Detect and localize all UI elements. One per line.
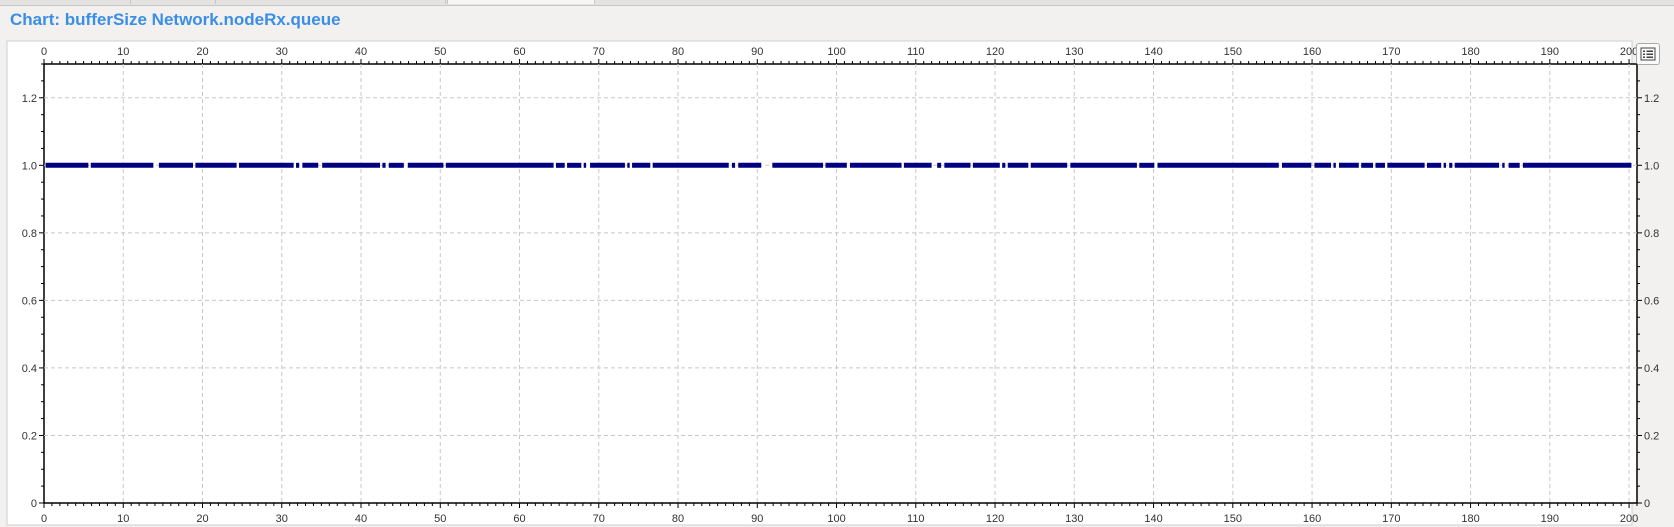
- x-tick-label-bottom: 190: [1541, 513, 1559, 525]
- x-tick-label-top: 140: [1144, 46, 1162, 58]
- x-tick-label-top: 30: [276, 46, 288, 58]
- x-tick-label-top: 160: [1303, 46, 1321, 58]
- editor-tab[interactable]: [130, 0, 216, 4]
- y-tick-label-right: 1.2: [1644, 93, 1659, 105]
- x-tick-label-bottom: 20: [196, 513, 208, 525]
- x-tick-label-bottom: 100: [827, 513, 845, 525]
- x-tick-label-top: 120: [986, 46, 1004, 58]
- x-tick-label-bottom: 120: [986, 513, 1004, 525]
- x-tick-label-top: 90: [751, 46, 763, 58]
- x-tick-label-top: 180: [1461, 46, 1479, 58]
- x-tick-label-top: 190: [1541, 46, 1559, 58]
- y-tick-label-left: 0.4: [22, 363, 37, 375]
- x-tick-label-bottom: 150: [1224, 513, 1242, 525]
- x-tick-label-top: 80: [672, 46, 684, 58]
- x-tick-label-bottom: 60: [513, 513, 525, 525]
- x-tick-label-top: 70: [593, 46, 605, 58]
- y-tick-label-right: 0.2: [1644, 430, 1659, 442]
- editor-tab-active[interactable]: [447, 0, 595, 4]
- x-tick-label-top: 130: [1065, 46, 1083, 58]
- x-tick-label-bottom: 70: [593, 513, 605, 525]
- y-tick-label-right: 1.0: [1644, 160, 1659, 172]
- legend-list-icon: [1640, 47, 1656, 61]
- x-tick-label-top: 150: [1224, 46, 1242, 58]
- x-tick-label-top: 170: [1382, 46, 1400, 58]
- x-tick-label-top: 20: [196, 46, 208, 58]
- x-tick-label-top: 110: [907, 46, 925, 58]
- plot-area[interactable]: [43, 63, 1638, 504]
- legend-toggle-button[interactable]: [1636, 43, 1660, 65]
- x-tick-label-bottom: 50: [434, 513, 446, 525]
- chart-title: Chart: bufferSize Network.nodeRx.queue: [10, 10, 341, 29]
- x-tick-label-top: 200: [1620, 46, 1638, 58]
- x-tick-label-bottom: 0: [41, 513, 47, 525]
- y-tick-label-right: 0.4: [1644, 363, 1659, 375]
- x-tick-label-bottom: 130: [1065, 513, 1083, 525]
- x-tick-label-bottom: 140: [1144, 513, 1162, 525]
- x-tick-label-top: 10: [117, 46, 129, 58]
- x-tick-label-top: 60: [513, 46, 525, 58]
- x-tick-label-bottom: 80: [672, 513, 684, 525]
- x-tick-label-top: 100: [827, 46, 845, 58]
- editor-tab-strip: [0, 0, 1674, 6]
- y-tick-label-left: 0: [31, 498, 37, 510]
- x-tick-label-bottom: 10: [117, 513, 129, 525]
- editor-tab[interactable]: [215, 0, 446, 4]
- y-tick-label-right: 0.8: [1644, 228, 1659, 240]
- y-tick-label-left: 1.2: [22, 93, 37, 105]
- y-tick-label-left: 0.8: [22, 228, 37, 240]
- y-tick-label-left: 0.2: [22, 430, 37, 442]
- x-tick-label-bottom: 200: [1620, 513, 1638, 525]
- x-tick-label-bottom: 40: [355, 513, 367, 525]
- x-tick-label-bottom: 90: [751, 513, 763, 525]
- editor-tab[interactable]: [0, 0, 131, 4]
- y-tick-label-right: 0.6: [1644, 295, 1659, 307]
- x-tick-label-bottom: 160: [1303, 513, 1321, 525]
- x-tick-label-bottom: 110: [907, 513, 925, 525]
- x-tick-label-bottom: 180: [1461, 513, 1479, 525]
- y-tick-label-left: 1.0: [22, 160, 37, 172]
- y-tick-label-left: 0.6: [22, 295, 37, 307]
- x-tick-label-bottom: 30: [276, 513, 288, 525]
- x-tick-label-top: 0: [41, 46, 47, 58]
- x-tick-label-top: 50: [434, 46, 446, 58]
- y-tick-label-right: 0: [1644, 498, 1650, 510]
- x-tick-label-top: 40: [355, 46, 367, 58]
- x-tick-label-bottom: 170: [1382, 513, 1400, 525]
